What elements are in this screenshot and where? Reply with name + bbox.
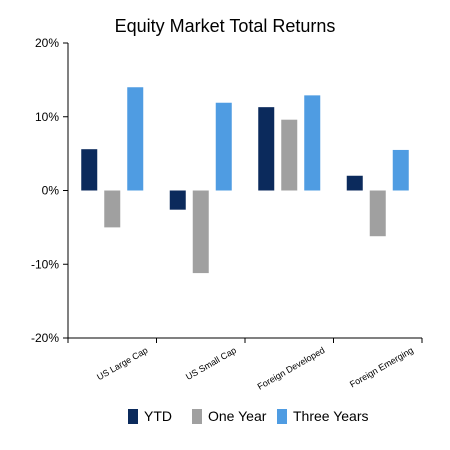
legend: YTD One Year Three Years (128, 408, 369, 424)
x-category-label: US Small Cap (184, 345, 238, 382)
y-tick-label: -20% (31, 331, 59, 345)
legend-label: YTD (144, 408, 172, 424)
legend-swatch (277, 409, 287, 424)
y-tick-label: 10% (35, 110, 59, 124)
bar-one-year (369, 190, 386, 237)
bar-ytd (169, 190, 186, 210)
bars (81, 87, 409, 274)
bar-three-years (392, 149, 409, 191)
bar-ytd (81, 149, 98, 191)
y-axis: -20% -10% 0% 10% 20% (31, 36, 69, 345)
bar-one-year (104, 190, 121, 228)
legend-label: One Year (208, 408, 267, 424)
y-tick-label: -10% (31, 257, 59, 271)
x-axis: US Large Cap US Small Cap Foreign Develope… (67, 337, 423, 392)
x-category-label: US Large Cap (95, 345, 149, 382)
bar-three-years (304, 95, 321, 191)
bar-ytd (346, 175, 363, 191)
legend-swatch (192, 409, 202, 424)
chart-title: Equity Market Total Returns (115, 16, 336, 36)
y-tick-label: 0% (42, 184, 60, 198)
bar-one-year (281, 119, 298, 191)
x-category-label: Foreign Developed (256, 345, 327, 392)
bar-ytd (258, 107, 275, 191)
bar-one-year (192, 190, 209, 274)
legend-swatch (128, 409, 138, 424)
bar-three-years (215, 102, 232, 191)
x-category-label: Foreign Emerging (348, 345, 415, 389)
y-tick-label: 20% (35, 36, 59, 50)
legend-label: Three Years (293, 408, 369, 424)
bar-three-years (127, 87, 144, 191)
